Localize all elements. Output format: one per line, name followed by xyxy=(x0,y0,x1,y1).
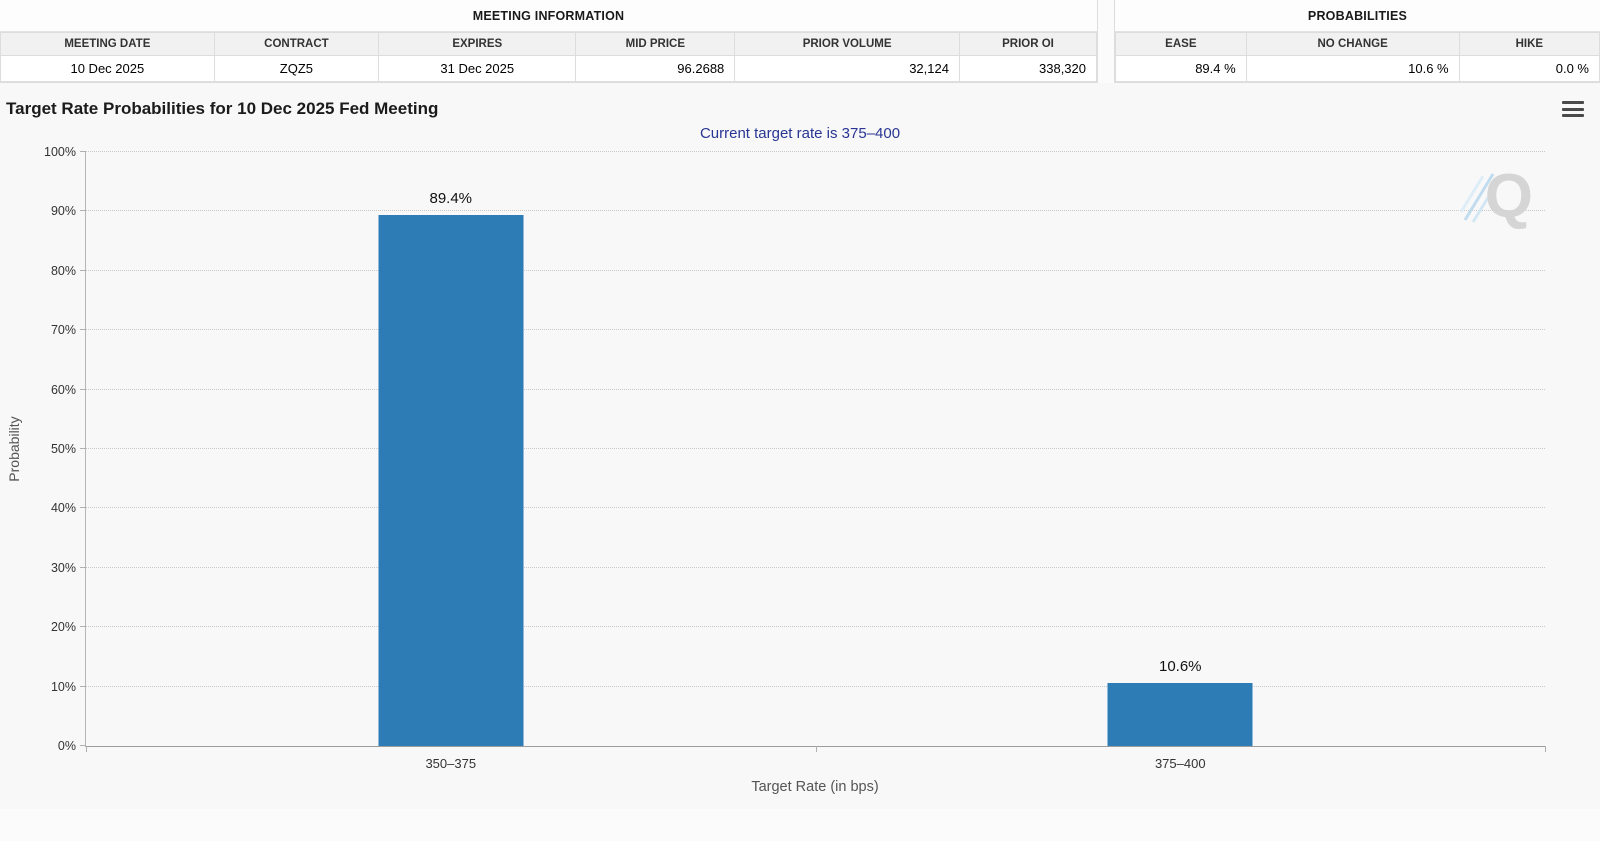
probabilities-value-row: 89.4 % 10.6 % 0.0 % xyxy=(1115,55,1600,82)
column-header: PRIOR VOLUME xyxy=(734,32,960,56)
meeting-date-value: 10 Dec 2025 xyxy=(0,55,215,82)
ease-probability-value: 89.4 % xyxy=(1115,55,1247,82)
x-axis-title: Target Rate (in bps) xyxy=(751,779,879,795)
column-header: NO CHANGE xyxy=(1245,32,1460,56)
x-axis-tick xyxy=(86,746,87,752)
gridline xyxy=(86,388,1545,390)
probability-bar-350–375[interactable] xyxy=(378,214,524,746)
expires-value: 31 Dec 2025 xyxy=(378,55,577,82)
probabilities-title: PROBABILITIES xyxy=(1115,0,1600,32)
mid-price-value: 96.2688 xyxy=(575,55,736,82)
column-header: EXPIRES xyxy=(378,32,577,56)
x-axis-tick xyxy=(1545,746,1546,752)
probability-bar-375–400[interactable] xyxy=(1107,683,1253,746)
chart-title: Target Rate Probabilities for 10 Dec 202… xyxy=(6,99,439,118)
y-axis-tick xyxy=(80,210,86,212)
y-axis-tick xyxy=(80,626,86,628)
probabilities-panel: PROBABILITIES EASE NO CHANGE HIKE 89.4 %… xyxy=(1114,0,1600,83)
meeting-info-header-row: MEETING DATE CONTRACT EXPIRES MID PRICE … xyxy=(0,32,1098,56)
y-axis-title: Probability xyxy=(6,416,22,482)
gridline xyxy=(86,626,1545,628)
column-header: CONTRACT xyxy=(213,32,380,56)
meeting-info-value-row: 10 Dec 2025 ZQZ5 31 Dec 2025 96.2688 32,… xyxy=(0,55,1098,82)
gridline xyxy=(86,685,1545,687)
watermark-q-letter: Q xyxy=(1484,162,1533,231)
plot-area: Probability Q 0% 10% 20% 30% 40% 50% 60% 70% 80%… xyxy=(6,145,1546,771)
y-axis-tick-label: 0% xyxy=(57,739,76,753)
chart-subtitle: Current target rate is 375–400 xyxy=(699,125,901,142)
y-axis-tick-label: 30% xyxy=(50,560,76,575)
y-axis-tick-label: 80% xyxy=(50,263,76,278)
bar-value-label: 89.4% xyxy=(429,189,473,207)
gridline xyxy=(86,210,1545,212)
x-axis-category-label: 375–400 xyxy=(1154,756,1206,771)
y-axis-tick xyxy=(80,448,86,449)
quikstrike-watermark-logo: Q xyxy=(1459,162,1533,231)
y-axis-tick-label: 10% xyxy=(50,679,76,694)
gridline xyxy=(86,566,1545,568)
y-axis-tick xyxy=(80,329,86,331)
top-tables: MEETING INFORMATION MEETING DATE CONTRAC… xyxy=(0,0,1600,83)
no-change-probability-value: 10.6 % xyxy=(1245,55,1460,82)
contract-value: ZQZ5 xyxy=(213,55,380,82)
gridline xyxy=(86,151,1545,152)
gridline xyxy=(86,448,1545,449)
y-axis-tick xyxy=(80,566,86,568)
y-axis-tick xyxy=(80,685,86,687)
y-axis-tick-label: 100% xyxy=(44,145,76,159)
y-axis-tick xyxy=(80,151,86,152)
y-axis-tick xyxy=(80,388,86,390)
column-header: EASE xyxy=(1115,32,1247,56)
chart-header: Target Rate Probabilities for 10 Dec 202… xyxy=(0,89,1600,123)
gridline xyxy=(86,329,1545,331)
column-header: MID PRICE xyxy=(575,32,736,56)
meeting-information-table: MEETING DATE CONTRACT EXPIRES MID PRICE … xyxy=(0,32,1098,82)
gridline xyxy=(86,507,1545,509)
chart-section: Target Rate Probabilities for 10 Dec 202… xyxy=(0,83,1600,809)
watermark-stripes-icon xyxy=(1459,173,1501,223)
gridline xyxy=(86,269,1545,271)
column-header: PRIOR OI xyxy=(958,32,1098,56)
probabilities-table: EASE NO CHANGE HIKE 89.4 % 10.6 % 0.0 % xyxy=(1115,32,1600,82)
y-axis-tick-label: 20% xyxy=(50,620,76,635)
column-header: HIKE xyxy=(1458,32,1600,56)
y-axis-tick xyxy=(80,745,86,746)
bar-value-label: 10.6% xyxy=(1158,658,1202,676)
meeting-information-title: MEETING INFORMATION xyxy=(0,0,1097,32)
prior-oi-value: 338,320 xyxy=(958,55,1098,82)
x-axis-category-label: 350–375 xyxy=(425,756,477,771)
y-axis-tick xyxy=(80,507,86,509)
hamburger-menu-icon[interactable] xyxy=(1560,97,1586,121)
y-axis-tick-label: 70% xyxy=(50,323,76,338)
y-axis-tick-label: 50% xyxy=(50,442,76,456)
column-header: MEETING DATE xyxy=(0,32,215,56)
y-axis-tick xyxy=(80,269,86,271)
x-axis-tick xyxy=(815,746,817,752)
y-axis-tick-label: 60% xyxy=(50,382,76,397)
meeting-information-panel: MEETING INFORMATION MEETING DATE CONTRAC… xyxy=(0,0,1098,83)
y-axis-tick-label: 40% xyxy=(50,501,76,516)
prior-volume-value: 32,124 xyxy=(734,55,960,82)
probabilities-header-row: EASE NO CHANGE HIKE xyxy=(1115,32,1600,56)
y-axis-tick-label: 90% xyxy=(50,204,76,219)
hike-probability-value: 0.0 % xyxy=(1458,55,1600,82)
